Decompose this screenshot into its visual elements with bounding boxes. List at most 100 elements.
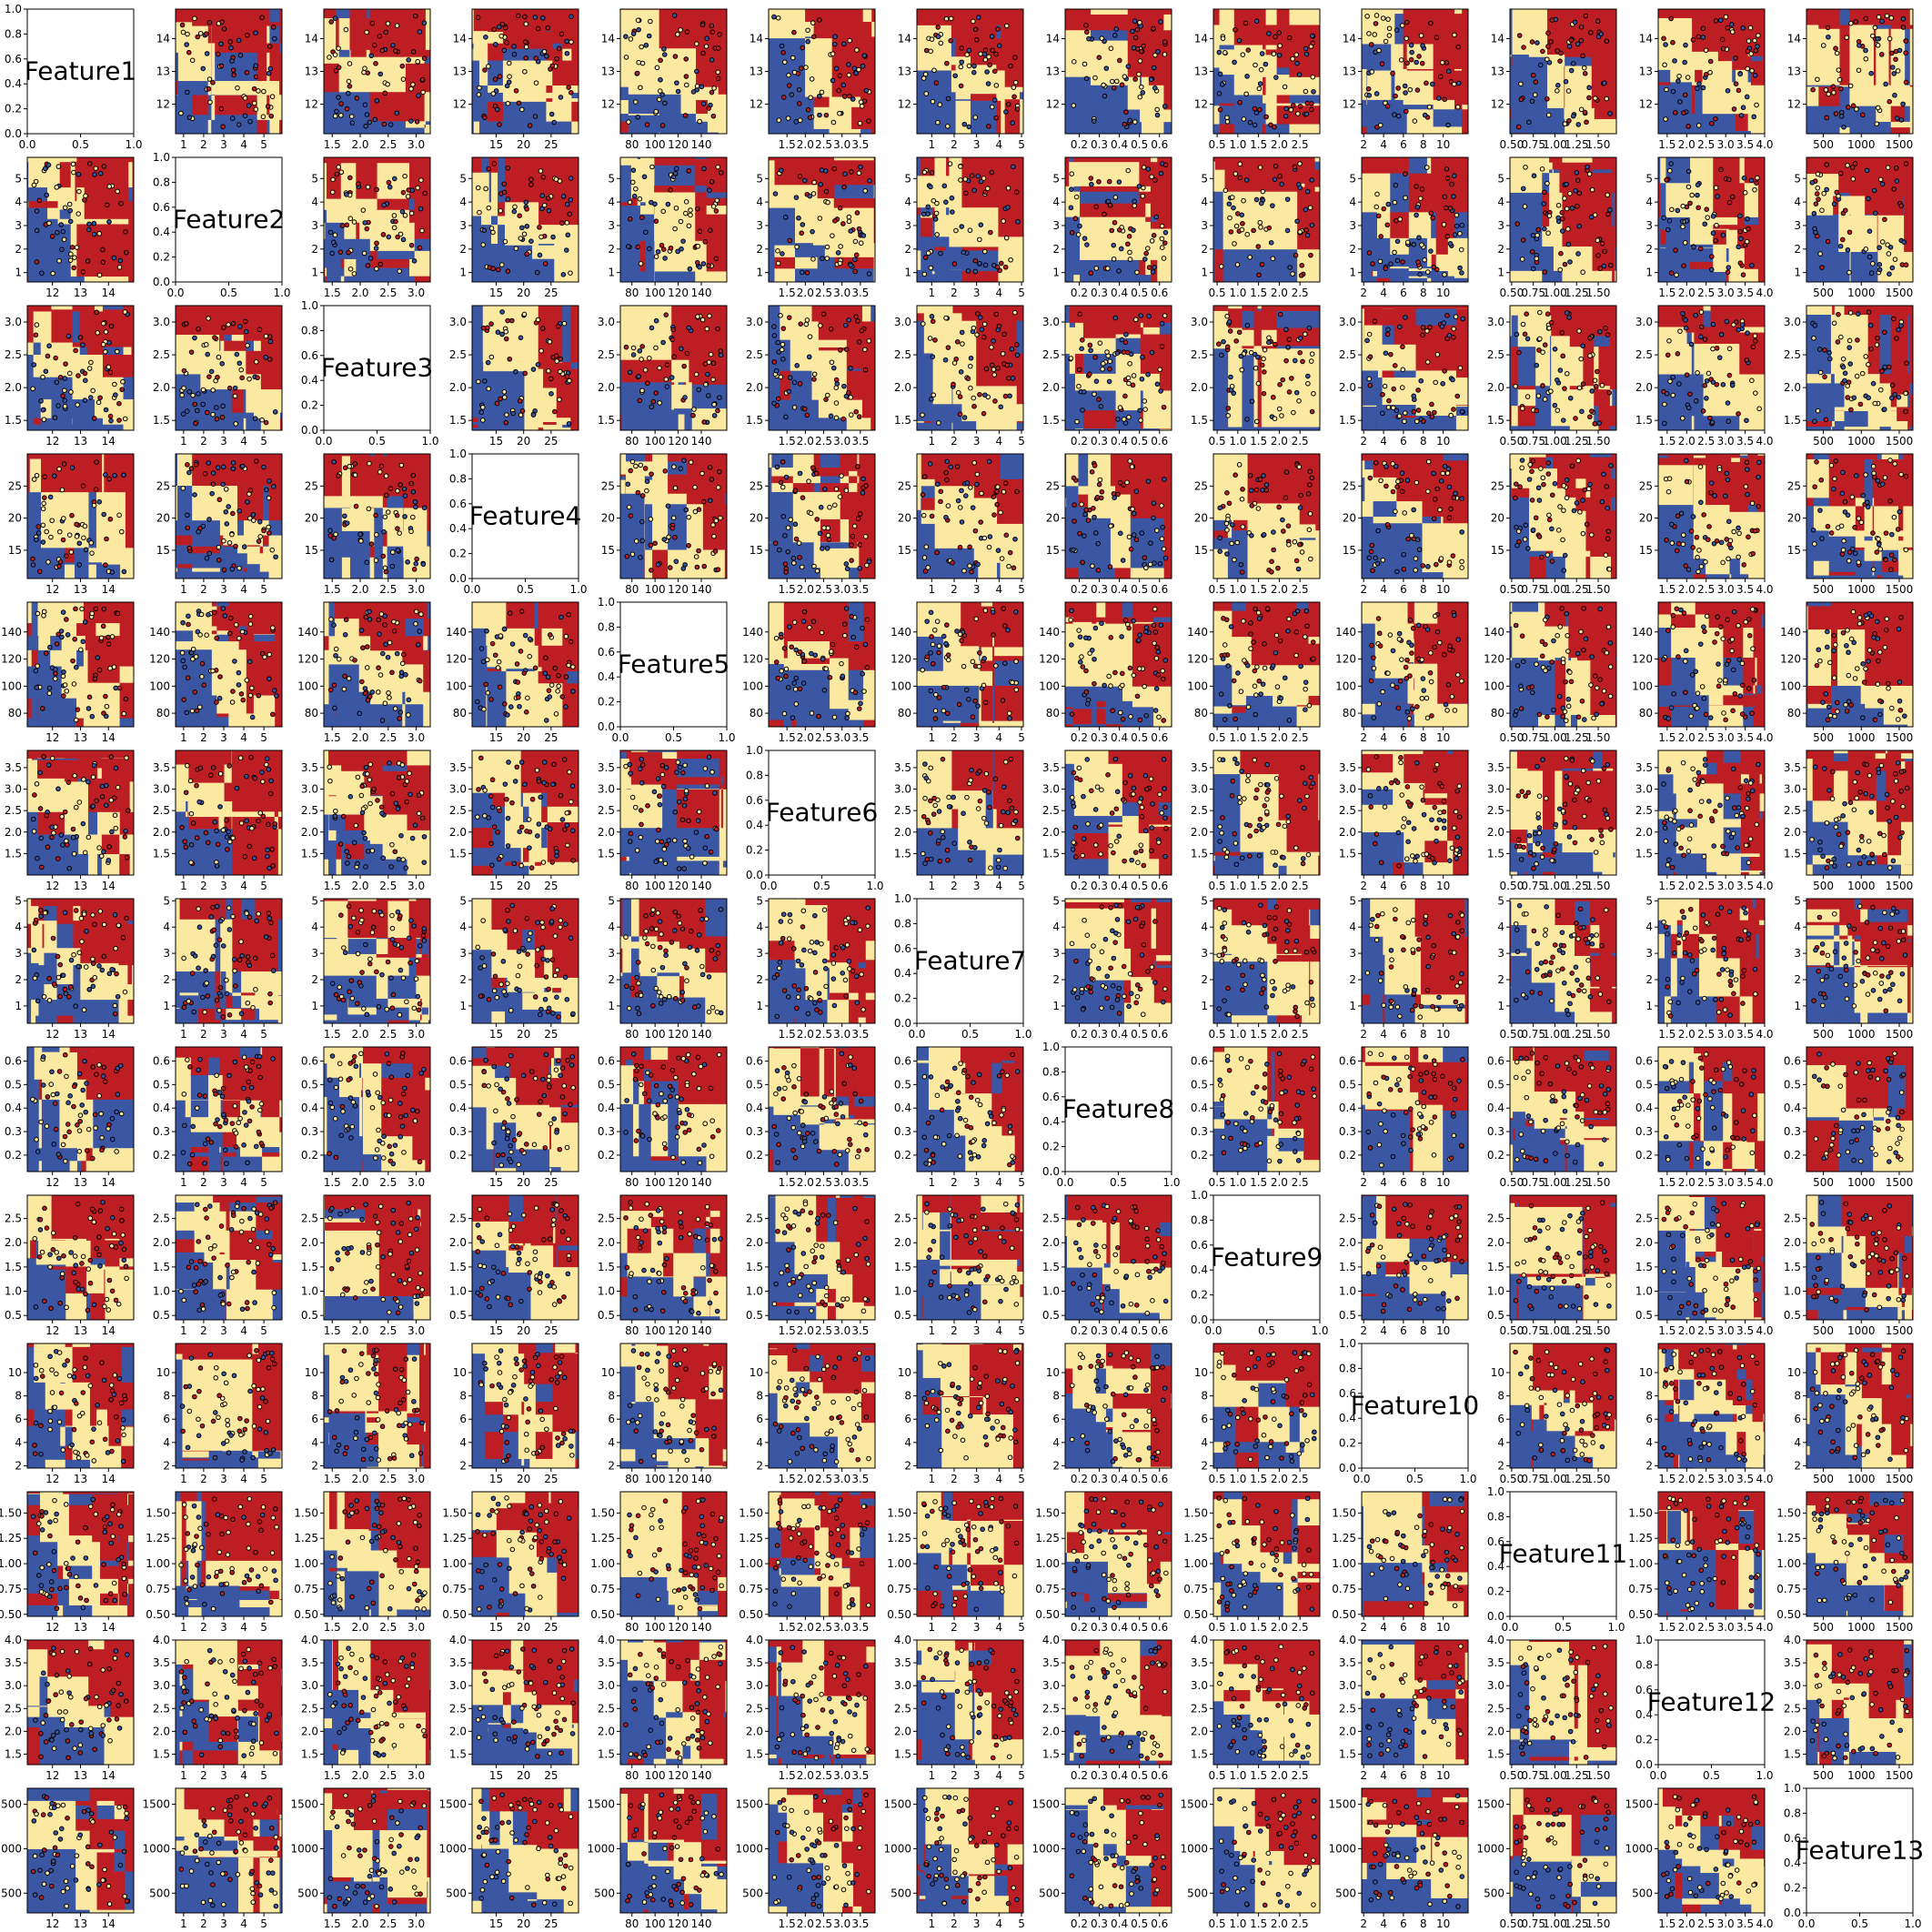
x-tick-label: 1.5	[324, 138, 341, 151]
y-tick-label: 12	[1046, 98, 1060, 111]
sample-point	[68, 208, 73, 213]
sample-point	[1427, 105, 1432, 109]
sample-point	[1219, 265, 1223, 269]
sample-point	[76, 212, 81, 216]
sample-point	[1899, 118, 1904, 123]
sample-point	[1093, 75, 1098, 80]
sample-point	[1821, 44, 1826, 48]
sample-point	[384, 30, 388, 35]
sample-point	[972, 188, 977, 193]
decision-region	[1289, 9, 1320, 25]
decision-region	[1565, 56, 1592, 65]
decision-region	[1091, 30, 1128, 41]
sample-point	[1122, 75, 1127, 79]
decision-region	[1806, 25, 1815, 29]
decision-region	[474, 9, 480, 31]
decision-region	[479, 121, 488, 134]
sample-point	[1160, 246, 1164, 250]
x-tick-label: 3.0	[833, 138, 850, 151]
sample-point	[1418, 272, 1423, 277]
x-tick-label: 2.0	[1271, 138, 1288, 151]
decision-region	[1592, 119, 1595, 134]
sample-point	[970, 174, 974, 178]
sample-point	[1120, 83, 1124, 87]
sample-point	[994, 84, 999, 88]
decision-region	[1530, 55, 1547, 57]
sample-point	[1297, 73, 1302, 77]
decision-region	[1163, 30, 1172, 41]
y-tick-label: 13	[1491, 65, 1504, 78]
x-tick-label: 1.5	[1658, 138, 1675, 151]
decision-region	[472, 157, 481, 173]
x-tick-label: 0.5	[1209, 138, 1226, 151]
y-tick-label: 5	[15, 172, 22, 185]
sample-point	[862, 54, 867, 58]
x-tick-label: 2.0	[1271, 287, 1288, 299]
y-tick-label: 2	[608, 243, 615, 256]
sample-point	[800, 270, 805, 275]
y-tick-label: 2	[1052, 243, 1060, 256]
decision-region	[1751, 55, 1763, 61]
decision-region	[356, 267, 359, 276]
decision-region	[562, 98, 571, 102]
sample-point	[484, 186, 488, 191]
decision-region	[1149, 122, 1164, 135]
sample-point	[849, 229, 853, 234]
sample-point	[707, 264, 711, 268]
sample-point	[637, 27, 641, 32]
decision-region	[176, 43, 178, 53]
sample-point	[787, 84, 791, 88]
sample-point	[207, 20, 212, 25]
sample-point	[932, 68, 937, 73]
sample-point	[1367, 251, 1372, 256]
y-tick-label: 3	[1201, 219, 1208, 232]
decision-region	[934, 274, 946, 282]
decision-region	[1454, 9, 1463, 14]
subplot-2-12: 1.5 2.0 2.5 3.0 3.5 4.012345	[1645, 157, 1773, 299]
sample-point	[232, 73, 236, 77]
sample-point	[507, 80, 511, 85]
decision-region	[695, 192, 707, 198]
decision-region	[1065, 203, 1070, 216]
sample-point	[1603, 249, 1607, 254]
sample-point	[1563, 196, 1567, 201]
decision-region	[1658, 51, 1671, 55]
x-tick-label: 15	[489, 138, 503, 151]
sample-point	[1546, 31, 1551, 35]
decision-region	[1362, 105, 1367, 110]
sample-point	[773, 192, 778, 196]
sample-point	[1605, 193, 1610, 197]
sample-point	[978, 261, 982, 266]
decision-region	[1547, 55, 1554, 57]
sample-point	[1410, 50, 1414, 55]
decision-region	[1593, 157, 1613, 163]
decision-region	[863, 9, 872, 22]
sample-point	[564, 248, 569, 253]
x-tick-label: 1.0	[1229, 287, 1246, 299]
y-tick-label: 12	[453, 98, 467, 111]
sample-point	[1582, 65, 1586, 70]
sample-point	[669, 188, 673, 193]
decision-region	[1277, 9, 1290, 25]
sample-point	[935, 233, 940, 237]
sample-point	[392, 176, 397, 181]
sample-point	[503, 25, 508, 30]
sample-point	[709, 58, 714, 63]
x-tick-label: 0.75	[1521, 138, 1545, 151]
decision-region	[638, 202, 641, 206]
sample-point	[248, 119, 253, 124]
decision-region	[208, 95, 212, 115]
decision-region	[1592, 55, 1595, 57]
decision-region	[1001, 70, 1005, 87]
sample-point	[654, 255, 659, 259]
sample-point	[411, 83, 416, 87]
x-tick-label: 3	[973, 138, 981, 151]
sample-point	[1006, 206, 1011, 210]
sample-point	[1408, 87, 1413, 92]
decision-region	[267, 9, 270, 22]
sample-point	[1238, 162, 1243, 166]
sample-point	[1671, 89, 1675, 94]
sample-point	[1285, 197, 1290, 202]
sample-point	[1082, 62, 1087, 66]
x-tick-label: 5	[260, 138, 267, 151]
